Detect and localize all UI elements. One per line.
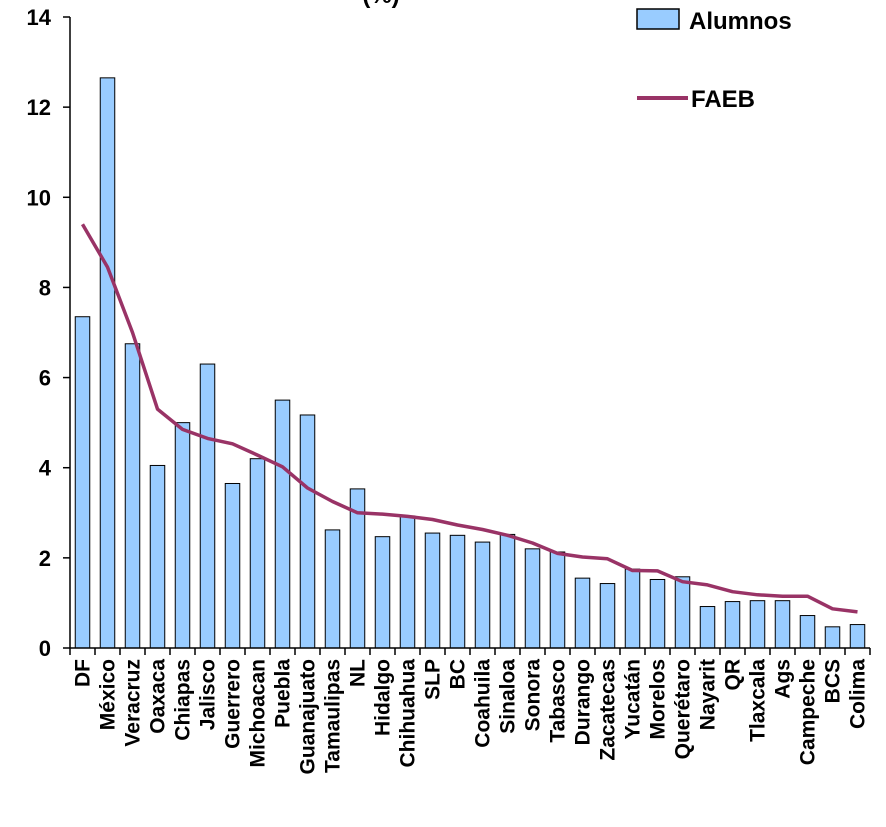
legend-swatch-alumnos xyxy=(636,8,680,30)
bar-alumnos xyxy=(574,577,591,649)
x-category-label: Colima xyxy=(847,659,870,729)
x-category-label: Chiapas xyxy=(172,659,195,741)
y-tick-label: 10 xyxy=(27,185,51,210)
line-series-faeb xyxy=(80,223,858,614)
bar-alumnos xyxy=(524,548,541,649)
bar-alumnos xyxy=(799,615,816,649)
x-category-label: Sinaloa xyxy=(497,659,520,734)
bar-alumnos xyxy=(199,363,216,649)
bar-alumnos xyxy=(249,458,266,649)
y-tick-label: 12 xyxy=(27,95,51,120)
bar-alumnos xyxy=(124,343,141,649)
legend: Alumnos FAEB xyxy=(636,8,792,113)
x-category-label: DF xyxy=(72,659,95,687)
x-axis: DF México Veracruz Oaxaca Chiapas Jalisco Guer… xyxy=(69,647,871,775)
bar-alumnos xyxy=(224,482,241,649)
x-category-label: Hidalgo xyxy=(372,659,395,736)
x-category-label: México xyxy=(97,659,120,730)
bar-alumnos xyxy=(149,464,166,649)
bar-alumnos xyxy=(424,532,441,649)
bar-alumnos xyxy=(699,606,716,649)
bar-alumnos xyxy=(74,316,91,649)
y-tick-label: 14 xyxy=(27,5,52,30)
x-category-label: Morelos xyxy=(647,659,670,740)
x-category-label: BC xyxy=(447,659,470,689)
y-tick-label: 4 xyxy=(39,456,52,481)
x-category-label: Tabasco xyxy=(547,659,570,743)
x-category-label: QR xyxy=(722,659,745,691)
x-category-label: Querétaro xyxy=(672,659,695,759)
bar-alumnos xyxy=(774,600,791,649)
x-category-label: Tlaxcala xyxy=(747,659,770,742)
x-category-label: Campeche xyxy=(797,659,820,765)
bar-alumnos xyxy=(674,576,691,649)
line-faeb xyxy=(80,223,858,614)
y-axis: 0 2 4 6 8 10 12 14 xyxy=(27,5,71,661)
x-category-label: Tamaulipas xyxy=(322,659,345,773)
x-category-label: Nayarit xyxy=(697,659,720,730)
bar-alumnos xyxy=(499,533,516,649)
bar-alumnos xyxy=(749,600,766,649)
bar-alumnos xyxy=(99,77,116,649)
chart-title-fragment: (%) xyxy=(362,0,399,9)
x-category-label: Yucatán xyxy=(622,659,645,740)
y-tick-label: 2 xyxy=(39,546,51,571)
x-category-label: Michoacan xyxy=(247,659,270,768)
bar-alumnos xyxy=(274,399,291,649)
y-tick-label: 0 xyxy=(39,636,51,661)
y-tick-label: 8 xyxy=(39,275,51,300)
bar-alumnos xyxy=(474,541,491,649)
x-category-label: NL xyxy=(347,659,370,687)
bar-alumnos xyxy=(399,515,416,649)
x-category-label: Veracruz xyxy=(122,659,145,747)
bar-alumnos xyxy=(849,624,866,649)
x-category-label: Oaxaca xyxy=(147,659,170,734)
bar-alumnos xyxy=(299,414,316,649)
x-category-label: BCS xyxy=(822,659,845,703)
x-category-label: Puebla xyxy=(272,659,295,728)
x-category-label: Guerrero xyxy=(222,659,245,749)
x-category-label: Ags xyxy=(772,659,795,699)
x-category-label: Chihuahua xyxy=(397,659,420,768)
bar-alumnos xyxy=(449,534,466,649)
legend-label-faeb: FAEB xyxy=(691,86,755,113)
x-category-label: SLP xyxy=(422,659,445,700)
x-category-label: Sonora xyxy=(522,659,545,732)
bar-series-alumnos xyxy=(74,77,866,649)
x-category-label: Coahuila xyxy=(472,659,495,748)
bar-alumnos xyxy=(724,601,741,649)
bar-alumnos xyxy=(624,568,641,649)
bar-alumnos xyxy=(599,583,616,649)
x-category-label: Guanajuato xyxy=(297,659,320,775)
y-tick-label: 6 xyxy=(39,366,51,391)
x-category-label: Jalisco xyxy=(197,659,220,730)
bar-alumnos xyxy=(549,551,566,649)
x-category-label: Zacatecas xyxy=(597,659,620,761)
bar-alumnos xyxy=(374,536,391,649)
bar-alumnos xyxy=(824,626,841,649)
bar-alumnos xyxy=(324,529,341,649)
bar-alumnos xyxy=(649,578,666,649)
x-category-label: Durango xyxy=(572,659,595,745)
bar-alumnos xyxy=(174,422,191,649)
legend-label-alumnos: Alumnos xyxy=(689,8,792,35)
